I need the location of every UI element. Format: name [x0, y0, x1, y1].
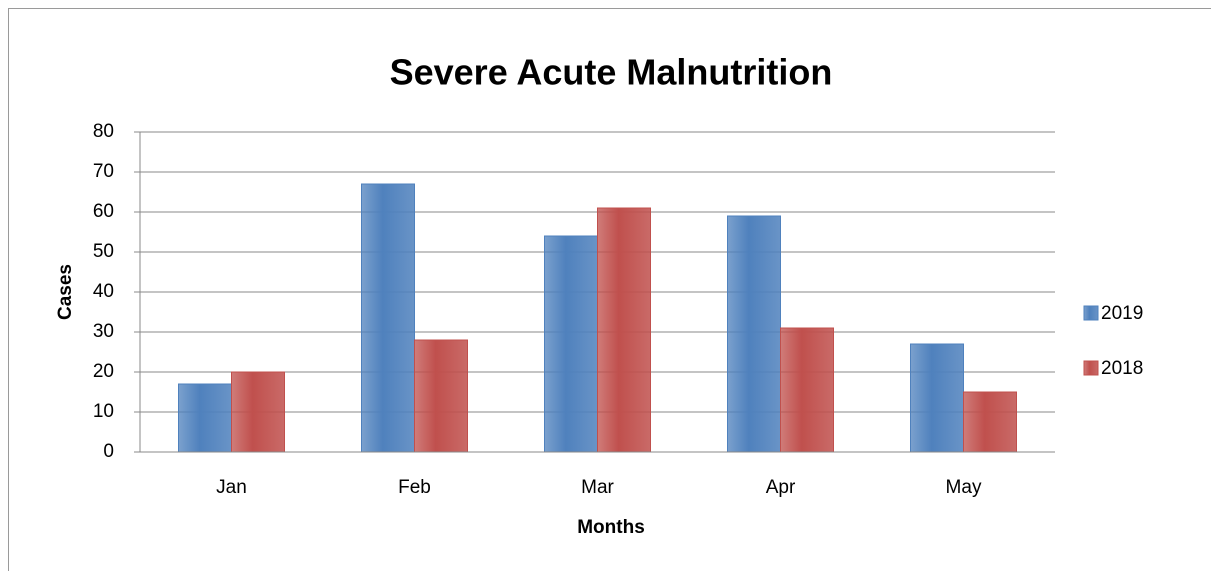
- chart-title: Severe Acute Malnutrition: [390, 52, 833, 93]
- legend-label: 2019: [1101, 303, 1143, 324]
- bar: [780, 327, 834, 453]
- chart-frame: [8, 8, 1211, 571]
- bar: [597, 207, 651, 453]
- bar: [910, 343, 964, 453]
- x-axis-title: Months: [577, 517, 645, 538]
- bar: [178, 383, 232, 453]
- x-tick-label: Mar: [581, 477, 614, 498]
- y-tick-label: 0: [103, 441, 114, 462]
- bar: [727, 215, 781, 453]
- y-axis-title: Cases: [55, 264, 76, 320]
- y-tick-label: 40: [93, 281, 114, 302]
- y-tick-label: 10: [93, 401, 114, 422]
- x-tick-label: May: [946, 477, 982, 498]
- bar: [231, 371, 285, 453]
- bar: [361, 183, 415, 453]
- bar: [544, 235, 598, 453]
- x-tick-label: Feb: [398, 477, 431, 498]
- y-tick-label: 50: [93, 241, 114, 262]
- y-tick-label: 20: [93, 361, 114, 382]
- y-tick-label: 70: [93, 161, 114, 182]
- legend-swatch: [1083, 360, 1099, 376]
- bar: [414, 339, 468, 453]
- y-tick-label: 80: [93, 121, 114, 142]
- legend-swatch: [1083, 305, 1099, 321]
- bar: [963, 391, 1017, 453]
- y-tick-label: 30: [93, 321, 114, 342]
- y-tick-label: 60: [93, 201, 114, 222]
- legend-label: 2018: [1101, 358, 1143, 379]
- x-tick-label: Jan: [216, 477, 247, 498]
- x-tick-label: Apr: [766, 477, 796, 498]
